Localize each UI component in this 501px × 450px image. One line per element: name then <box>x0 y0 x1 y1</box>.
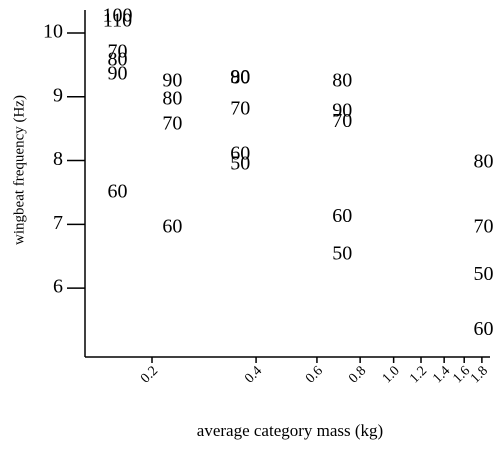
x-tick-label: 1.4 <box>430 363 453 386</box>
x-tick-label: 1.8 <box>468 363 491 386</box>
x-tick-label: 0.8 <box>346 363 369 386</box>
point-label: 80 <box>230 66 250 88</box>
point-label: 70 <box>474 216 494 238</box>
point-label: 90 <box>162 70 182 92</box>
point-label: 100 <box>103 5 133 27</box>
x-tick-label: 1.0 <box>380 363 403 386</box>
y-tick-label: 7 <box>53 212 63 234</box>
x-tick-label: 0.4 <box>242 363 265 386</box>
point-label: 80 <box>474 151 494 173</box>
point-label: 70 <box>332 110 352 132</box>
point-label: 90 <box>230 66 250 88</box>
point-label: 80 <box>108 49 128 71</box>
x-tick-label: 1.2 <box>407 363 430 386</box>
x-tick-label: 0.6 <box>303 363 326 386</box>
y-tick-label: 6 <box>53 276 63 298</box>
point-label: 60 <box>332 205 352 227</box>
point-label: 70 <box>108 40 128 62</box>
point-label: 90 <box>108 63 128 85</box>
point-label: 50 <box>474 263 494 285</box>
y-tick-label: 10 <box>43 21 63 43</box>
point-label: 80 <box>162 88 182 110</box>
y-axis-title: wingbeat frequency (Hz) <box>11 95 27 245</box>
y-tick-label: 9 <box>53 84 63 106</box>
point-label: 90 <box>332 100 352 122</box>
point-label: 60 <box>162 216 182 238</box>
point-label: 60 <box>230 142 250 164</box>
x-axis-title: average category mass (kg) <box>197 421 383 440</box>
x-tick-label: 0.2 <box>138 363 161 386</box>
y-tick-label: 8 <box>53 148 63 170</box>
point-label: 50 <box>332 243 352 265</box>
point-label: 60 <box>108 181 128 203</box>
point-label: 60 <box>474 318 494 340</box>
point-label: 80 <box>332 70 352 92</box>
point-label: 50 <box>230 153 250 175</box>
point-label: 110 <box>103 10 132 32</box>
point-label: 70 <box>230 98 250 120</box>
point-label: 70 <box>162 112 182 134</box>
